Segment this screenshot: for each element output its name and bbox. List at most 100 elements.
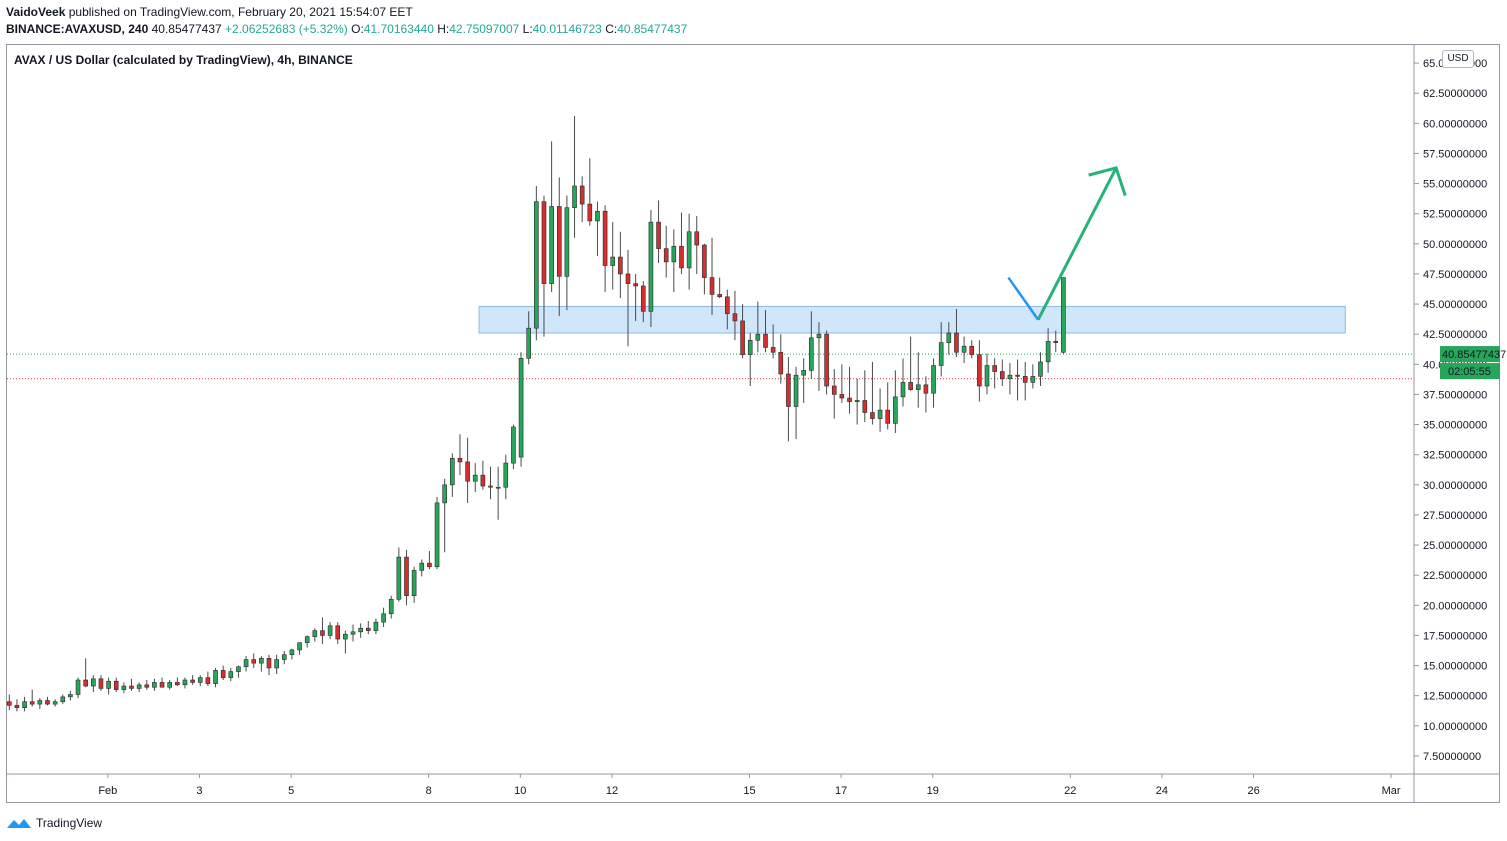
author-name[interactable]: VaidoVeek: [6, 5, 66, 19]
published-text: published on TradingView.com, February 2…: [68, 5, 413, 19]
y-tick-label: 20.00000000: [1423, 600, 1487, 612]
candle-up: [472, 474, 478, 482]
candle-down: [365, 627, 371, 631]
candle-up: [22, 701, 27, 709]
candle-down: [113, 680, 119, 690]
projection-arrowhead[interactable]: [1088, 166, 1127, 197]
x-tick-label: 8: [426, 785, 432, 797]
candle-up: [136, 684, 142, 689]
y-tick-label: 62.50000000: [1423, 88, 1487, 100]
candle-down: [190, 679, 195, 683]
projection-pullback-line[interactable]: [1007, 276, 1040, 321]
open-label: O:: [351, 22, 364, 36]
candle-down: [763, 333, 768, 348]
countdown-tag-label: 02:05:55: [1448, 366, 1491, 378]
candle-down: [159, 682, 165, 688]
candle-up: [671, 245, 677, 263]
candle-up: [304, 636, 310, 643]
candle-up: [526, 327, 532, 359]
y-tick-label: 17.50000000: [1423, 630, 1487, 642]
tradingview-logo-icon[interactable]: [6, 816, 32, 830]
candle-up: [434, 502, 440, 568]
candle-up: [228, 671, 234, 678]
candle-down: [885, 409, 891, 424]
projection-up-arrow[interactable]: [1036, 167, 1118, 321]
candle-up: [1007, 374, 1013, 380]
candle-up: [289, 649, 295, 656]
chart-frame[interactable]: [6, 44, 1500, 803]
candle-up: [197, 677, 203, 683]
candle-up: [534, 201, 539, 329]
y-tick-label: 52.50000000: [1423, 209, 1487, 221]
candle-up: [37, 700, 43, 705]
candle-down: [14, 705, 20, 709]
candle-down: [175, 682, 180, 686]
x-tick-label: 12: [606, 785, 618, 797]
publish-line: VaidoVeek published on TradingView.com, …: [6, 5, 413, 19]
candle-up: [350, 631, 356, 635]
resistance-zone[interactable]: [478, 305, 1346, 334]
candle-down: [992, 365, 997, 372]
currency-badge[interactable]: USD: [1442, 50, 1474, 68]
tradingview-brand[interactable]: TradingView: [36, 816, 103, 830]
candle-down: [556, 206, 562, 277]
x-tick-label: 5: [288, 785, 294, 797]
candle-up: [686, 231, 692, 269]
candle-up: [388, 598, 394, 615]
candle-down: [702, 244, 707, 278]
candle-down: [999, 371, 1005, 380]
candle-up: [343, 633, 348, 640]
candle-up: [809, 337, 814, 371]
candle-up: [648, 221, 654, 312]
y-tick-label: 25.00000000: [1423, 540, 1487, 552]
candle-down: [625, 273, 631, 284]
candle-up: [816, 333, 822, 339]
y-tick-label: 42.50000000: [1423, 329, 1487, 341]
candle-down: [977, 354, 982, 387]
candle-up: [854, 400, 860, 402]
y-tick-label: 57.50000000: [1423, 148, 1487, 160]
x-tick-label: 17: [835, 785, 847, 797]
y-tick-label: 22.50000000: [1423, 570, 1487, 582]
close-value: 40.85477437: [617, 22, 688, 36]
candle-down: [83, 679, 88, 687]
candle-up: [549, 206, 554, 284]
candle-up: [511, 426, 516, 464]
y-tick-label: 15.00000000: [1423, 661, 1487, 673]
y-tick-label: 47.50000000: [1423, 269, 1487, 281]
candle-up: [213, 670, 218, 684]
candle-down: [694, 231, 700, 246]
candle-up: [274, 659, 279, 669]
candle-down: [847, 397, 852, 402]
y-tick-label: 10.00000000: [1423, 721, 1487, 733]
countdown-tag: [1440, 363, 1500, 380]
candle-down: [732, 313, 738, 322]
candle-down: [45, 700, 50, 705]
last-price-tag-label: 40.85477437: [1442, 349, 1506, 361]
candle-up: [961, 345, 967, 353]
candle-up: [931, 365, 936, 394]
candle-down: [579, 185, 585, 205]
ohlc-line: BINANCE:AVAXUSD, 240 40.85477437 +2.0625…: [6, 22, 687, 36]
high-value: 42.75097007: [449, 22, 520, 36]
candle-down: [335, 625, 341, 640]
candle-up: [801, 370, 806, 376]
candle-down: [602, 210, 608, 266]
candle-up: [877, 409, 883, 419]
candle-up: [152, 682, 157, 688]
candle-up: [236, 666, 241, 672]
y-tick-label: 60.00000000: [1423, 118, 1487, 130]
candle-up: [450, 458, 455, 486]
candle-up: [595, 210, 600, 222]
y-tick-label: 27.50000000: [1423, 510, 1487, 522]
candle-up: [75, 679, 81, 695]
candle-down: [786, 373, 791, 407]
candle-up: [900, 382, 906, 398]
candle-down: [633, 283, 638, 287]
candle-down: [1022, 376, 1028, 383]
candle-up: [52, 701, 58, 705]
candle-down: [717, 294, 722, 298]
high-label: H:: [437, 22, 450, 36]
candle-down: [320, 630, 325, 636]
